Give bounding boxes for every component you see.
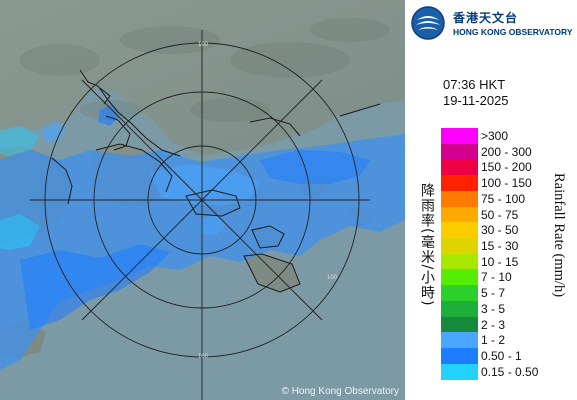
range-ring-label-north: 100 xyxy=(198,42,209,48)
range-ring-label-east: 100 xyxy=(327,275,338,281)
legend-swatch xyxy=(441,332,478,349)
legend-swatch xyxy=(441,159,478,176)
legend-swatch xyxy=(441,143,478,160)
legend-range-label: 100 - 150 xyxy=(481,176,532,191)
coastlines xyxy=(51,69,381,293)
legend-row: 3 - 5 xyxy=(441,300,573,317)
legend-range-label: 75 - 100 xyxy=(481,191,526,206)
range-ring-labels: 100 100 100 xyxy=(198,42,338,360)
legend-swatch xyxy=(441,206,478,223)
legend-swatch xyxy=(441,253,478,270)
legend-range-label: 3 - 5 xyxy=(481,301,506,316)
legend-row: >300 xyxy=(441,128,573,144)
legend-row: 10 - 15 xyxy=(441,253,573,270)
legend-swatch xyxy=(441,238,478,254)
range-rings xyxy=(30,30,370,400)
legend-range-label: 10 - 15 xyxy=(481,254,519,269)
legend-swatch xyxy=(441,175,478,191)
legend-range-label: 7 - 10 xyxy=(481,270,512,285)
legend-range-label: 0.15 - 0.50 xyxy=(481,364,539,379)
legend-range-label: 50 - 75 xyxy=(481,207,519,222)
legend-swatch xyxy=(441,316,478,333)
logo-english-name: HONG KONG OBSERVATORY xyxy=(453,27,573,37)
legend-row: 0.15 - 0.50 xyxy=(441,363,573,380)
legend-row: 15 - 30 xyxy=(441,238,573,254)
legend-swatch xyxy=(441,222,478,239)
legend-row: 7 - 10 xyxy=(441,269,573,286)
hko-logo[interactable]: 香港天文台 HONG KONG OBSERVATORY xyxy=(411,6,577,42)
legend-row: 5 - 7 xyxy=(441,285,573,301)
observation-date: 19-11-2025 xyxy=(443,93,509,108)
copyright-text: © Hong Kong Observatory xyxy=(281,386,399,397)
rain-echoes xyxy=(0,104,405,370)
observation-time: 07:36 HKT xyxy=(443,77,506,92)
land-mainland xyxy=(0,0,405,156)
legend-range-label: 1 - 2 xyxy=(481,333,506,348)
legend-range-label: 5 - 7 xyxy=(481,286,506,301)
legend-title-chinese: 降雨率(毫米/小時) xyxy=(419,183,435,307)
legend-row: 150 - 200 xyxy=(441,159,573,176)
legend-range-label: 150 - 200 xyxy=(481,160,532,175)
legend-swatch xyxy=(441,285,478,301)
legend-row: 75 - 100 xyxy=(441,190,573,207)
legend-swatch xyxy=(441,190,478,207)
legend-range-label: 30 - 50 xyxy=(481,223,519,238)
legend-row: 1 - 2 xyxy=(441,332,573,349)
range-ring-label-south: 100 xyxy=(198,354,209,360)
info-panel: 香港天文台 HONG KONG OBSERVATORY 07:36 HKT 19… xyxy=(405,0,577,400)
legend-title-english: Rainfall Rate (mm/h) xyxy=(551,173,567,298)
legend-swatch xyxy=(441,363,478,380)
legend-range-label: 0.50 - 1 xyxy=(481,349,522,364)
legend-row: 30 - 50 xyxy=(441,222,573,239)
legend-row: 200 - 300 xyxy=(441,143,573,160)
radar-map[interactable]: 100 100 100 © Hong Kong Observatory xyxy=(0,0,405,400)
legend-swatch xyxy=(441,269,478,286)
island xyxy=(244,254,300,292)
radar-map-image: 100 100 100 xyxy=(0,0,405,400)
legend-row: 50 - 75 xyxy=(441,206,573,223)
terrain-relief xyxy=(20,18,390,122)
rainfall-legend: >300 200 - 300 150 - 200 100 - 150 75 - … xyxy=(441,128,573,380)
logo-chinese-name: 香港天文台 xyxy=(453,11,519,25)
legend-row: 100 - 150 xyxy=(441,175,573,191)
legend-range-label: 2 - 3 xyxy=(481,317,506,332)
legend-swatch xyxy=(441,300,478,317)
legend-row: 2 - 3 xyxy=(441,316,573,333)
hko-emblem-icon xyxy=(411,6,445,40)
legend-row: 0.50 - 1 xyxy=(441,348,573,364)
legend-range-label: 15 - 30 xyxy=(481,239,519,254)
legend-swatch xyxy=(441,348,478,364)
legend-range-label: 200 - 300 xyxy=(481,144,532,159)
legend-range-label: >300 xyxy=(481,129,509,143)
legend-swatch xyxy=(441,128,478,144)
